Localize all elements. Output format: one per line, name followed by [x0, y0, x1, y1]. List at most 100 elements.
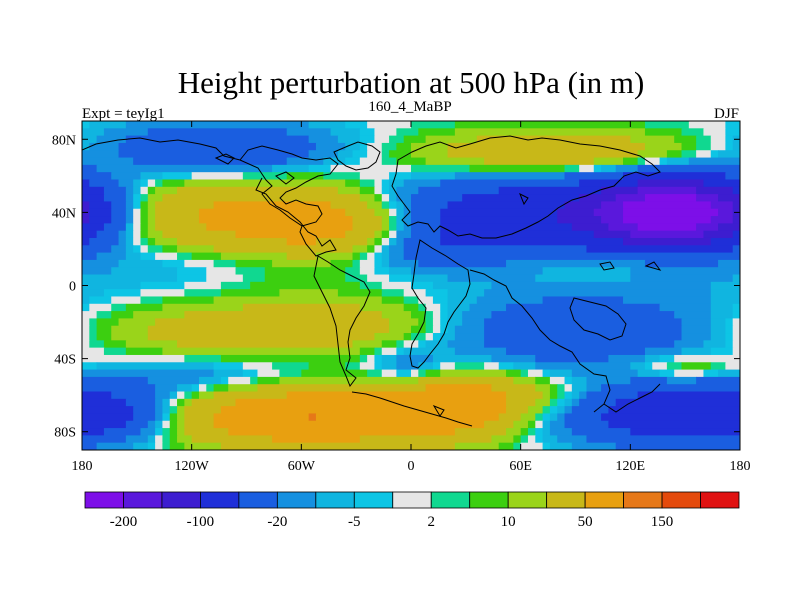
contour-cell [82, 230, 98, 239]
contour-cell [440, 237, 624, 246]
contour-cell [381, 216, 390, 224]
contour-cell [184, 413, 215, 422]
contour-cell [198, 391, 215, 400]
contour-cell [82, 376, 149, 385]
contour-cell [542, 369, 551, 378]
contour-cell [557, 413, 566, 422]
contour-cell [586, 384, 602, 393]
contour-cell [513, 435, 522, 444]
contour-cell [82, 128, 105, 137]
coastline-arabia-india [469, 269, 611, 413]
left-label: Expt = teyIg1 [82, 106, 165, 122]
contour-cell [82, 194, 105, 203]
contour-cell [82, 406, 134, 415]
contour-cell [725, 362, 740, 371]
contour-cell [345, 208, 376, 217]
contour-cell [286, 391, 507, 400]
contour-cell [140, 223, 149, 232]
contour-cell [367, 369, 383, 378]
contour-cell [96, 325, 112, 334]
contour-cell [593, 230, 631, 239]
contour-cell [272, 435, 361, 444]
contour-field [82, 121, 740, 450]
contour-cell [155, 208, 200, 217]
contour-cell [506, 347, 646, 356]
contour-cell [177, 413, 185, 422]
contour-cell [615, 398, 740, 407]
contour-cell [396, 201, 405, 210]
contour-cell [82, 333, 90, 341]
contour-cell [418, 318, 427, 327]
contour-cell [637, 391, 740, 400]
contour-cell [425, 311, 434, 319]
contour-cell [177, 391, 185, 400]
contour-cell [396, 186, 419, 195]
contour-cell [454, 428, 507, 436]
contour-cell [440, 333, 456, 341]
contour-cell [630, 267, 740, 276]
contour-cell [440, 311, 449, 319]
contour-cell [608, 420, 740, 429]
contour-cell [389, 259, 419, 268]
contour-cell [96, 442, 134, 450]
contour-cell [681, 333, 712, 341]
contour-cell [381, 369, 397, 378]
contour-cell [118, 150, 310, 159]
contour-cell [403, 201, 412, 210]
contour-cell [718, 150, 740, 159]
contour-cell [637, 369, 661, 378]
contour-cell [191, 391, 200, 400]
contour-cell [425, 289, 449, 298]
contour-cell [710, 150, 719, 159]
contour-cell [506, 406, 529, 415]
contour-cell [571, 391, 580, 400]
contour-cell [82, 216, 90, 224]
contour-cell [411, 208, 441, 217]
contour-cell [147, 194, 164, 203]
contour-cell [644, 128, 683, 137]
contour-cell [674, 369, 705, 378]
contour-cell [82, 369, 215, 378]
contour-cell [571, 369, 639, 378]
contour-cell [147, 435, 156, 444]
contour-cell [396, 208, 405, 217]
contour-cell [506, 398, 536, 407]
contour-cell [177, 237, 288, 246]
contour-cell [425, 333, 434, 341]
colorbar-box [200, 491, 240, 509]
contour-cell [140, 201, 149, 210]
contour-cell [623, 216, 712, 224]
contour-cell [213, 245, 354, 254]
contour-cell [133, 406, 156, 415]
contour-cell [352, 252, 361, 261]
contour-cell [381, 179, 390, 188]
contour-cell [418, 340, 427, 349]
contour-cell [469, 303, 507, 312]
contour-cell [162, 230, 237, 239]
colorbar: -200 -100 -20 -5 2 10 50 150 [84, 491, 740, 530]
contour-cell [374, 230, 383, 239]
contour-cell [133, 194, 142, 203]
contour-cell [133, 179, 142, 188]
contour-cell [242, 274, 266, 283]
contour-cell [710, 289, 740, 298]
contour-cell [177, 406, 185, 415]
contour-cell [96, 252, 127, 261]
contour-cell [177, 252, 193, 261]
contour-cell [520, 442, 544, 450]
contour-cell [579, 398, 617, 407]
contour-cell [147, 128, 288, 137]
coastline-canada-arctic [239, 145, 339, 227]
contour-cell [125, 201, 134, 210]
contour-cell [125, 194, 134, 203]
contour-cell [381, 289, 405, 298]
contour-cell [162, 303, 244, 312]
contour-cell [447, 325, 456, 334]
contour-cell [140, 252, 156, 261]
contour-cell [213, 420, 485, 429]
contour-cell [389, 194, 397, 203]
contour-cell [732, 245, 740, 254]
contour-cell [454, 325, 485, 334]
contour-cell [103, 289, 142, 298]
contour-cell [111, 303, 127, 312]
